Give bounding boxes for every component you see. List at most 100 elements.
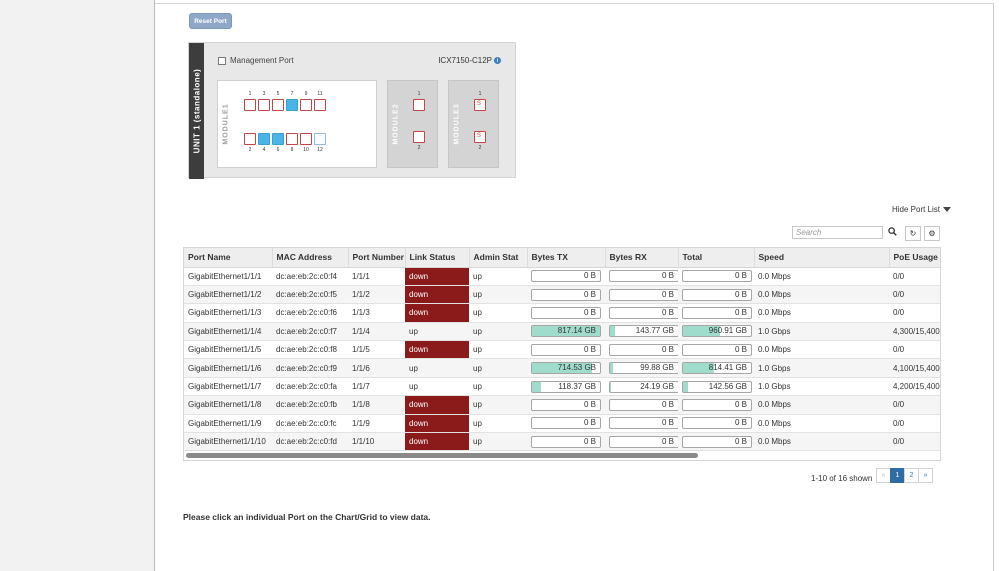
port-2[interactable] <box>244 133 256 145</box>
column-header[interactable]: PoE Usage (u <box>889 248 940 268</box>
column-header[interactable]: Bytes RX <box>605 248 679 268</box>
search-icon[interactable] <box>888 227 897 236</box>
port-3[interactable] <box>258 99 270 111</box>
table-row[interactable]: GigabitEthernet1/1/8 dc:ae:eb:2c:c0:fb 1/1… <box>184 395 940 415</box>
bytes-rx-bar: 99.88 GB <box>609 362 678 375</box>
search-input[interactable]: Search <box>792 226 883 239</box>
bytes-rx-fill <box>610 363 614 374</box>
column-header[interactable]: Port Number <box>348 248 406 268</box>
bytes-tx-value: 118.37 GB <box>558 381 596 391</box>
speed: 0.0 Mbps <box>754 395 889 415</box>
port-1[interactable] <box>244 99 256 111</box>
column-header[interactable]: Speed <box>754 248 890 268</box>
prev-page-button[interactable]: « <box>876 468 891 483</box>
settings-button[interactable]: ⚙ <box>924 226 940 241</box>
admin-status: up <box>469 358 527 378</box>
module3-label-text: MODULE3 <box>453 103 460 145</box>
bytes-tx-value: 0 B <box>583 271 596 281</box>
page-button-2[interactable]: 2 <box>904 468 919 483</box>
bytes-rx-cell: 24.19 GB <box>605 377 678 397</box>
left-pane <box>0 0 155 571</box>
speed: 0.0 Mbps <box>754 285 889 305</box>
table-row[interactable]: GigabitEthernet1/1/3 dc:ae:eb:2c:c0:f6 1/1… <box>184 303 940 323</box>
column-header[interactable]: Bytes TX <box>527 248 606 268</box>
bytes-total-value: 960.91 GB <box>708 326 747 336</box>
port-12[interactable] <box>314 133 326 145</box>
mac-address: dc:ae:eb:2c:c0:fc <box>272 414 348 434</box>
table-row[interactable]: GigabitEthernet1/1/6 dc:ae:eb:2c:c0:f9 1/1… <box>184 358 940 378</box>
gear-icon: ⚙ <box>928 229 936 238</box>
port-name: GigabitEthernet1/1/10 <box>184 432 272 452</box>
bytes-rx-bar: 0 B <box>609 270 678 283</box>
admin-status: up <box>469 414 527 434</box>
table-row[interactable]: GigabitEthernet1/1/7 dc:ae:eb:2c:c0:fa 1/1… <box>184 377 940 397</box>
speed: 0.0 Mbps <box>754 303 889 323</box>
port-10[interactable] <box>300 133 312 145</box>
hide-port-list-toggle[interactable]: Hide Port List <box>892 205 952 214</box>
bytes-total-value: 0 B <box>734 271 747 281</box>
port-4[interactable] <box>258 133 270 145</box>
info-icon[interactable]: i <box>494 57 501 64</box>
management-port-checkbox[interactable] <box>218 56 226 65</box>
bytes-tx-value: 0 B <box>583 436 596 446</box>
bytes-rx-fill <box>610 381 612 392</box>
management-port-toggle[interactable]: Management Port <box>218 56 294 65</box>
bytes-tx-bar: 0 B <box>531 270 601 283</box>
bytes-total-cell: 0 B <box>678 285 754 305</box>
port-11[interactable] <box>314 99 326 111</box>
speed: 1.0 Gbps <box>754 322 889 342</box>
admin-status: up <box>469 432 527 452</box>
port-8[interactable] <box>286 133 298 145</box>
mac-address: dc:ae:eb:2c:c0:f9 <box>272 358 348 378</box>
port-6[interactable] <box>272 133 284 145</box>
port-9[interactable] <box>300 99 312 111</box>
bytes-rx-bar: 0 B <box>609 306 678 319</box>
reset-port-button[interactable]: Reset Port <box>189 13 232 29</box>
column-header[interactable]: MAC Address <box>272 248 349 268</box>
speed: 0.0 Mbps <box>754 414 889 434</box>
column-header[interactable]: Admin Stat <box>469 248 528 268</box>
next-page-button[interactable]: » <box>918 468 933 483</box>
link-status: up <box>405 358 469 378</box>
bytes-total-bar: 960.91 GB <box>682 325 752 338</box>
bytes-tx-bar: 817.14 GB <box>531 325 601 338</box>
port-5[interactable] <box>272 99 284 111</box>
column-header[interactable]: Link Status <box>405 248 470 268</box>
table-row[interactable]: GigabitEthernet1/1/10 dc:ae:eb:2c:c0:fd 1/… <box>184 432 940 452</box>
table-row[interactable]: GigabitEthernet1/1/4 dc:ae:eb:2c:c0:f7 1/1… <box>184 322 940 342</box>
module2-label-text: MODULE2 <box>392 103 399 145</box>
column-header[interactable]: Total <box>678 248 755 268</box>
module2-port-1[interactable] <box>413 99 425 111</box>
horizontal-scrollbar[interactable] <box>186 453 698 458</box>
page-button-1[interactable]: 1 <box>890 468 905 483</box>
port-number-label: 4 <box>262 147 266 153</box>
bytes-total-bar: 0 B <box>682 398 752 411</box>
port-number: 1/1/3 <box>348 303 405 323</box>
table-row[interactable]: GigabitEthernet1/1/5 dc:ae:eb:2c:c0:f8 1/1… <box>184 340 940 360</box>
module2-port-2[interactable] <box>413 131 425 143</box>
table-row[interactable]: GigabitEthernet1/1/9 dc:ae:eb:2c:c0:fc 1/1… <box>184 414 940 434</box>
bytes-rx-cell: 0 B <box>605 267 678 286</box>
admin-status: up <box>469 267 527 286</box>
module3-label: MODULE3 <box>449 81 464 167</box>
bytes-tx-bar: 0 B <box>531 398 601 411</box>
mac-address: dc:ae:eb:2c:c0:fd <box>272 432 348 452</box>
result-count: 1-10 of 16 shown <box>811 474 873 483</box>
port-7[interactable] <box>286 99 298 111</box>
bytes-tx-cell: 0 B <box>527 267 605 286</box>
bytes-rx-value: 0 B <box>661 289 674 299</box>
admin-status: up <box>469 340 527 360</box>
column-header[interactable]: Port Name <box>184 248 273 268</box>
module3-port-1[interactable] <box>474 99 486 111</box>
bytes-tx-cell: 0 B <box>527 285 605 305</box>
bytes-rx-value: 0 B <box>661 271 674 281</box>
bytes-tx-value: 0 B <box>583 399 596 409</box>
mac-address: dc:ae:eb:2c:c0:f5 <box>272 285 348 305</box>
table-row[interactable]: GigabitEthernet1/1/2 dc:ae:eb:2c:c0:f5 1/1… <box>184 285 940 305</box>
module3: MODULE3 1 2 <box>448 80 499 168</box>
module3-port-2[interactable] <box>474 131 486 143</box>
refresh-button[interactable]: ↻ <box>905 226 921 241</box>
table-row[interactable]: GigabitEthernet1/1/1 dc:ae:eb:2c:c0:f4 1/1… <box>184 267 940 286</box>
port-number-label: 12 <box>317 147 323 153</box>
poe-usage: 4,200/15,400 <box>889 377 940 397</box>
